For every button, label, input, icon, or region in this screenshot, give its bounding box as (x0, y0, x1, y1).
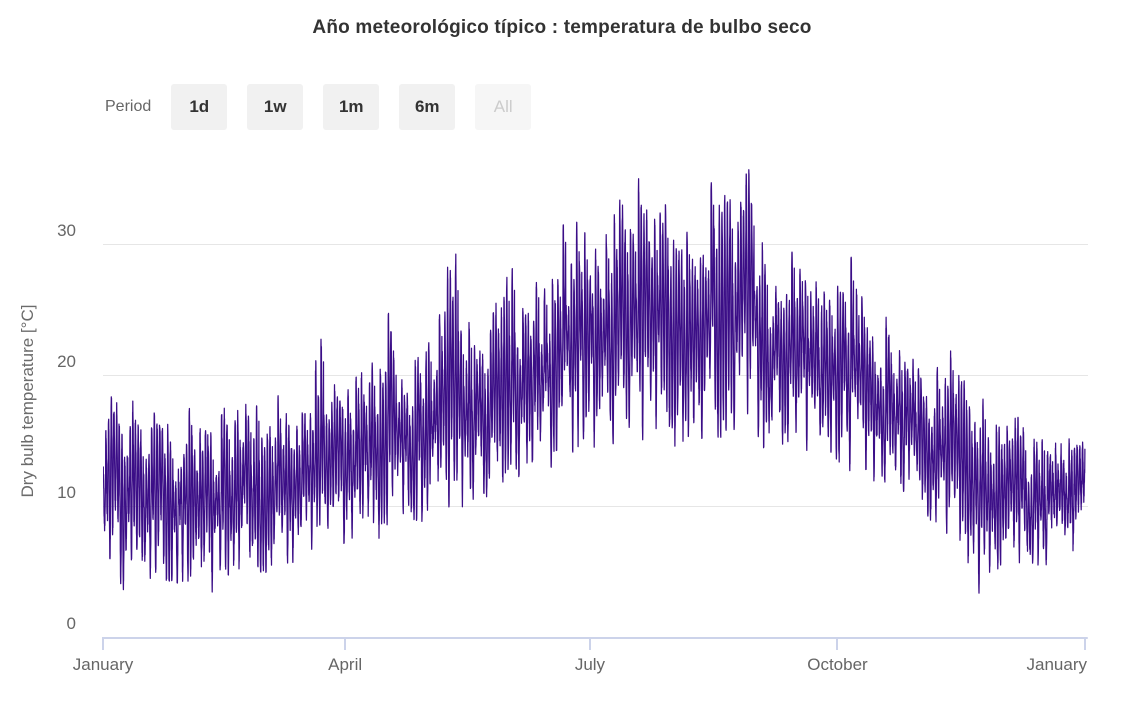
x-tick-label-4: January (1026, 655, 1087, 674)
y-gridline-10 (103, 506, 1088, 507)
temperature-series-line (103, 169, 1086, 594)
y-tick-label-10: 10 (57, 483, 76, 502)
chart-title: Año meteorológico típico : temperatura d… (312, 17, 812, 38)
x-tick-0 (102, 637, 104, 650)
x-tick-label-1: April (328, 655, 363, 674)
range-button-6m[interactable]: 6m (399, 84, 456, 130)
x-axis-line (103, 637, 1088, 639)
range-selector-label: Period (105, 98, 152, 115)
range-button-1w[interactable]: 1w (247, 84, 304, 130)
plot-area[interactable] (103, 150, 1093, 662)
y-gridline-30 (103, 244, 1088, 245)
range-button-1m[interactable]: 1m (323, 84, 380, 130)
y-tick-label-0: 0 (66, 614, 76, 633)
y-tick-label-20: 20 (57, 352, 76, 371)
range-button-1d[interactable]: 1d (171, 84, 228, 130)
x-tick-label-0: January (72, 655, 134, 674)
x-tick-label-2: July (574, 655, 606, 674)
x-tick-2 (588, 637, 591, 650)
y-tick-label-30: 30 (57, 221, 76, 240)
x-tick-label-3: October (807, 655, 868, 674)
x-tick-3 (836, 637, 839, 650)
x-tick-4 (1084, 637, 1086, 650)
range-button-all[interactable]: All (475, 84, 532, 130)
x-tick-1 (344, 637, 347, 650)
range-selector: Period 1d 1w 1m 6m All (105, 84, 532, 130)
y-gridline-20 (103, 375, 1088, 376)
range-selector-buttons: 1d 1w 1m 6m All (171, 84, 532, 130)
